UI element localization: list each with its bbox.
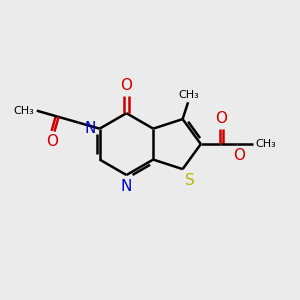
Text: O: O xyxy=(215,111,227,126)
Text: N: N xyxy=(121,178,132,194)
Text: S: S xyxy=(185,173,195,188)
Text: CH₃: CH₃ xyxy=(14,106,34,116)
Text: CH₃: CH₃ xyxy=(255,139,276,149)
Text: CH₃: CH₃ xyxy=(178,90,199,100)
Text: O: O xyxy=(120,78,132,93)
Text: N: N xyxy=(85,121,96,136)
Text: O: O xyxy=(46,134,58,149)
Text: O: O xyxy=(233,148,245,163)
